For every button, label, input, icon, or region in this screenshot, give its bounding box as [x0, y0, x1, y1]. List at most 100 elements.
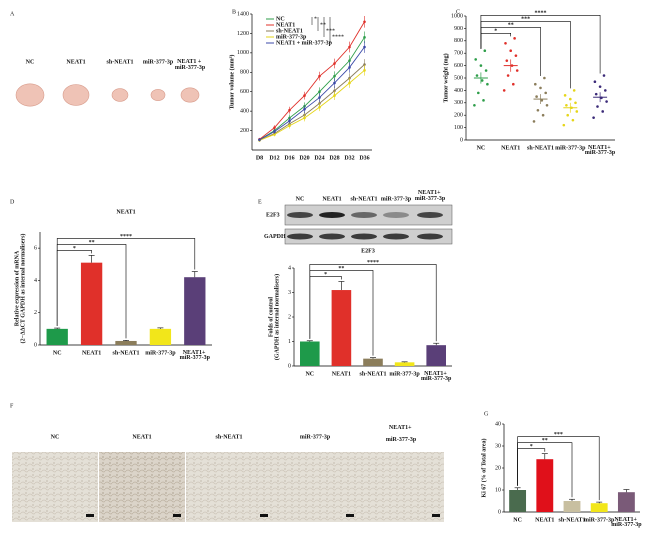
scale-bar	[260, 514, 268, 517]
x-tick-label: NEAT1	[332, 371, 351, 377]
blot-band	[351, 212, 377, 218]
y-tick-label: 600	[454, 63, 463, 69]
tumor-photo	[111, 88, 129, 102]
blot-band	[383, 233, 409, 240]
bar	[115, 340, 137, 345]
scale-bar	[432, 514, 440, 517]
point	[605, 100, 608, 103]
ihc-image	[186, 452, 272, 522]
series-line	[259, 46, 365, 141]
ihc-label: sh-NEAT1	[216, 434, 243, 440]
x-tick-label: NEAT1	[501, 145, 520, 151]
y-tick-label: 800	[240, 70, 249, 76]
x-tick-label: miR-377-3p	[584, 517, 615, 523]
point	[348, 66, 351, 69]
x-tick-label: D36	[359, 155, 369, 161]
y-tick-label: 200	[240, 128, 249, 134]
y-tick-label: 100	[454, 125, 463, 131]
y-tick-label: 3	[288, 290, 291, 296]
panel-letter: B	[232, 9, 236, 15]
legend-label: miR-377-3p	[276, 34, 307, 40]
ihc-label: NEAT1+ miR-377-3p	[386, 425, 417, 443]
point	[363, 63, 366, 66]
significance-bracket	[56, 238, 196, 327]
blot-label: miR-377-3p	[381, 196, 412, 202]
blot-row-label: E2F3	[266, 212, 280, 218]
y-axis-label: Relative expression of mRNA	[14, 250, 20, 326]
x-tick-label: NC	[513, 517, 522, 523]
point	[575, 110, 579, 113]
x-tick-label: D8	[256, 155, 263, 161]
point	[473, 103, 476, 107]
point	[532, 120, 536, 123]
point	[480, 79, 484, 82]
point	[348, 81, 351, 85]
point	[593, 80, 597, 84]
point	[475, 74, 479, 77]
x-tick-label: NEAT1+ miR-377-3p	[611, 517, 642, 528]
bar	[46, 328, 68, 345]
point	[333, 81, 336, 85]
panel-letter: C	[456, 9, 460, 15]
y-tick-label: 0	[460, 137, 463, 143]
y-tick-label: 40	[495, 421, 501, 427]
photo-label: sh-NEAT1	[107, 59, 134, 65]
point	[318, 105, 321, 109]
point	[509, 49, 512, 53]
significance-bracket	[480, 15, 601, 74]
series-line	[259, 21, 365, 140]
significance: *	[324, 272, 327, 278]
point	[479, 64, 483, 67]
y-tick-label: 2	[288, 314, 291, 320]
bar	[617, 492, 635, 512]
significance: *	[314, 16, 317, 22]
point	[486, 82, 489, 86]
blot-band	[417, 212, 443, 218]
significance: ****	[367, 260, 379, 266]
tumor-photo	[62, 84, 90, 106]
x-tick-label: NC	[53, 350, 62, 356]
point	[596, 105, 599, 108]
x-tick-label: sh-NEAT1	[527, 145, 554, 151]
point	[602, 74, 606, 77]
y-tick-label: 1000	[237, 50, 249, 56]
series-line	[259, 64, 365, 141]
legend-label: NEAT1 + miR-377-3p	[276, 40, 333, 46]
bar	[300, 341, 320, 366]
x-tick-label: D16	[284, 155, 294, 161]
blot-label: sh-NEAT1	[351, 196, 378, 202]
x-tick-label: D20	[299, 155, 309, 161]
point	[477, 91, 480, 95]
significance: **	[542, 438, 548, 444]
photo-label: NC	[26, 59, 35, 65]
point	[601, 110, 604, 113]
x-tick-label: NEAT1+ miR-377-3p	[585, 145, 616, 156]
point	[572, 89, 576, 92]
series-line	[259, 69, 365, 141]
x-tick-label: NEAT1+ miR-377-3p	[180, 350, 211, 361]
significance: **	[338, 266, 344, 272]
blot-band	[287, 233, 313, 240]
point	[534, 82, 537, 86]
y-tick-label: 700	[454, 51, 463, 57]
blot-label: NC	[296, 196, 305, 202]
blot-caption: E2F3	[361, 248, 375, 254]
panel-letter: F	[10, 403, 14, 409]
y-tick-label: 2	[34, 310, 37, 316]
y-tick-label: 1200	[237, 31, 249, 37]
significance-bracket	[480, 33, 511, 49]
point	[348, 45, 351, 49]
bar	[590, 503, 608, 512]
ihc-image	[12, 452, 98, 522]
y-tick-label: 30	[495, 443, 501, 449]
point	[545, 103, 549, 107]
point	[363, 36, 366, 39]
point	[273, 133, 276, 136]
point	[571, 118, 575, 122]
point	[566, 113, 569, 117]
y-tick-label: 200	[454, 113, 463, 119]
panel-letter: E	[258, 199, 262, 205]
significance: ****	[535, 11, 547, 17]
bar	[394, 362, 415, 366]
